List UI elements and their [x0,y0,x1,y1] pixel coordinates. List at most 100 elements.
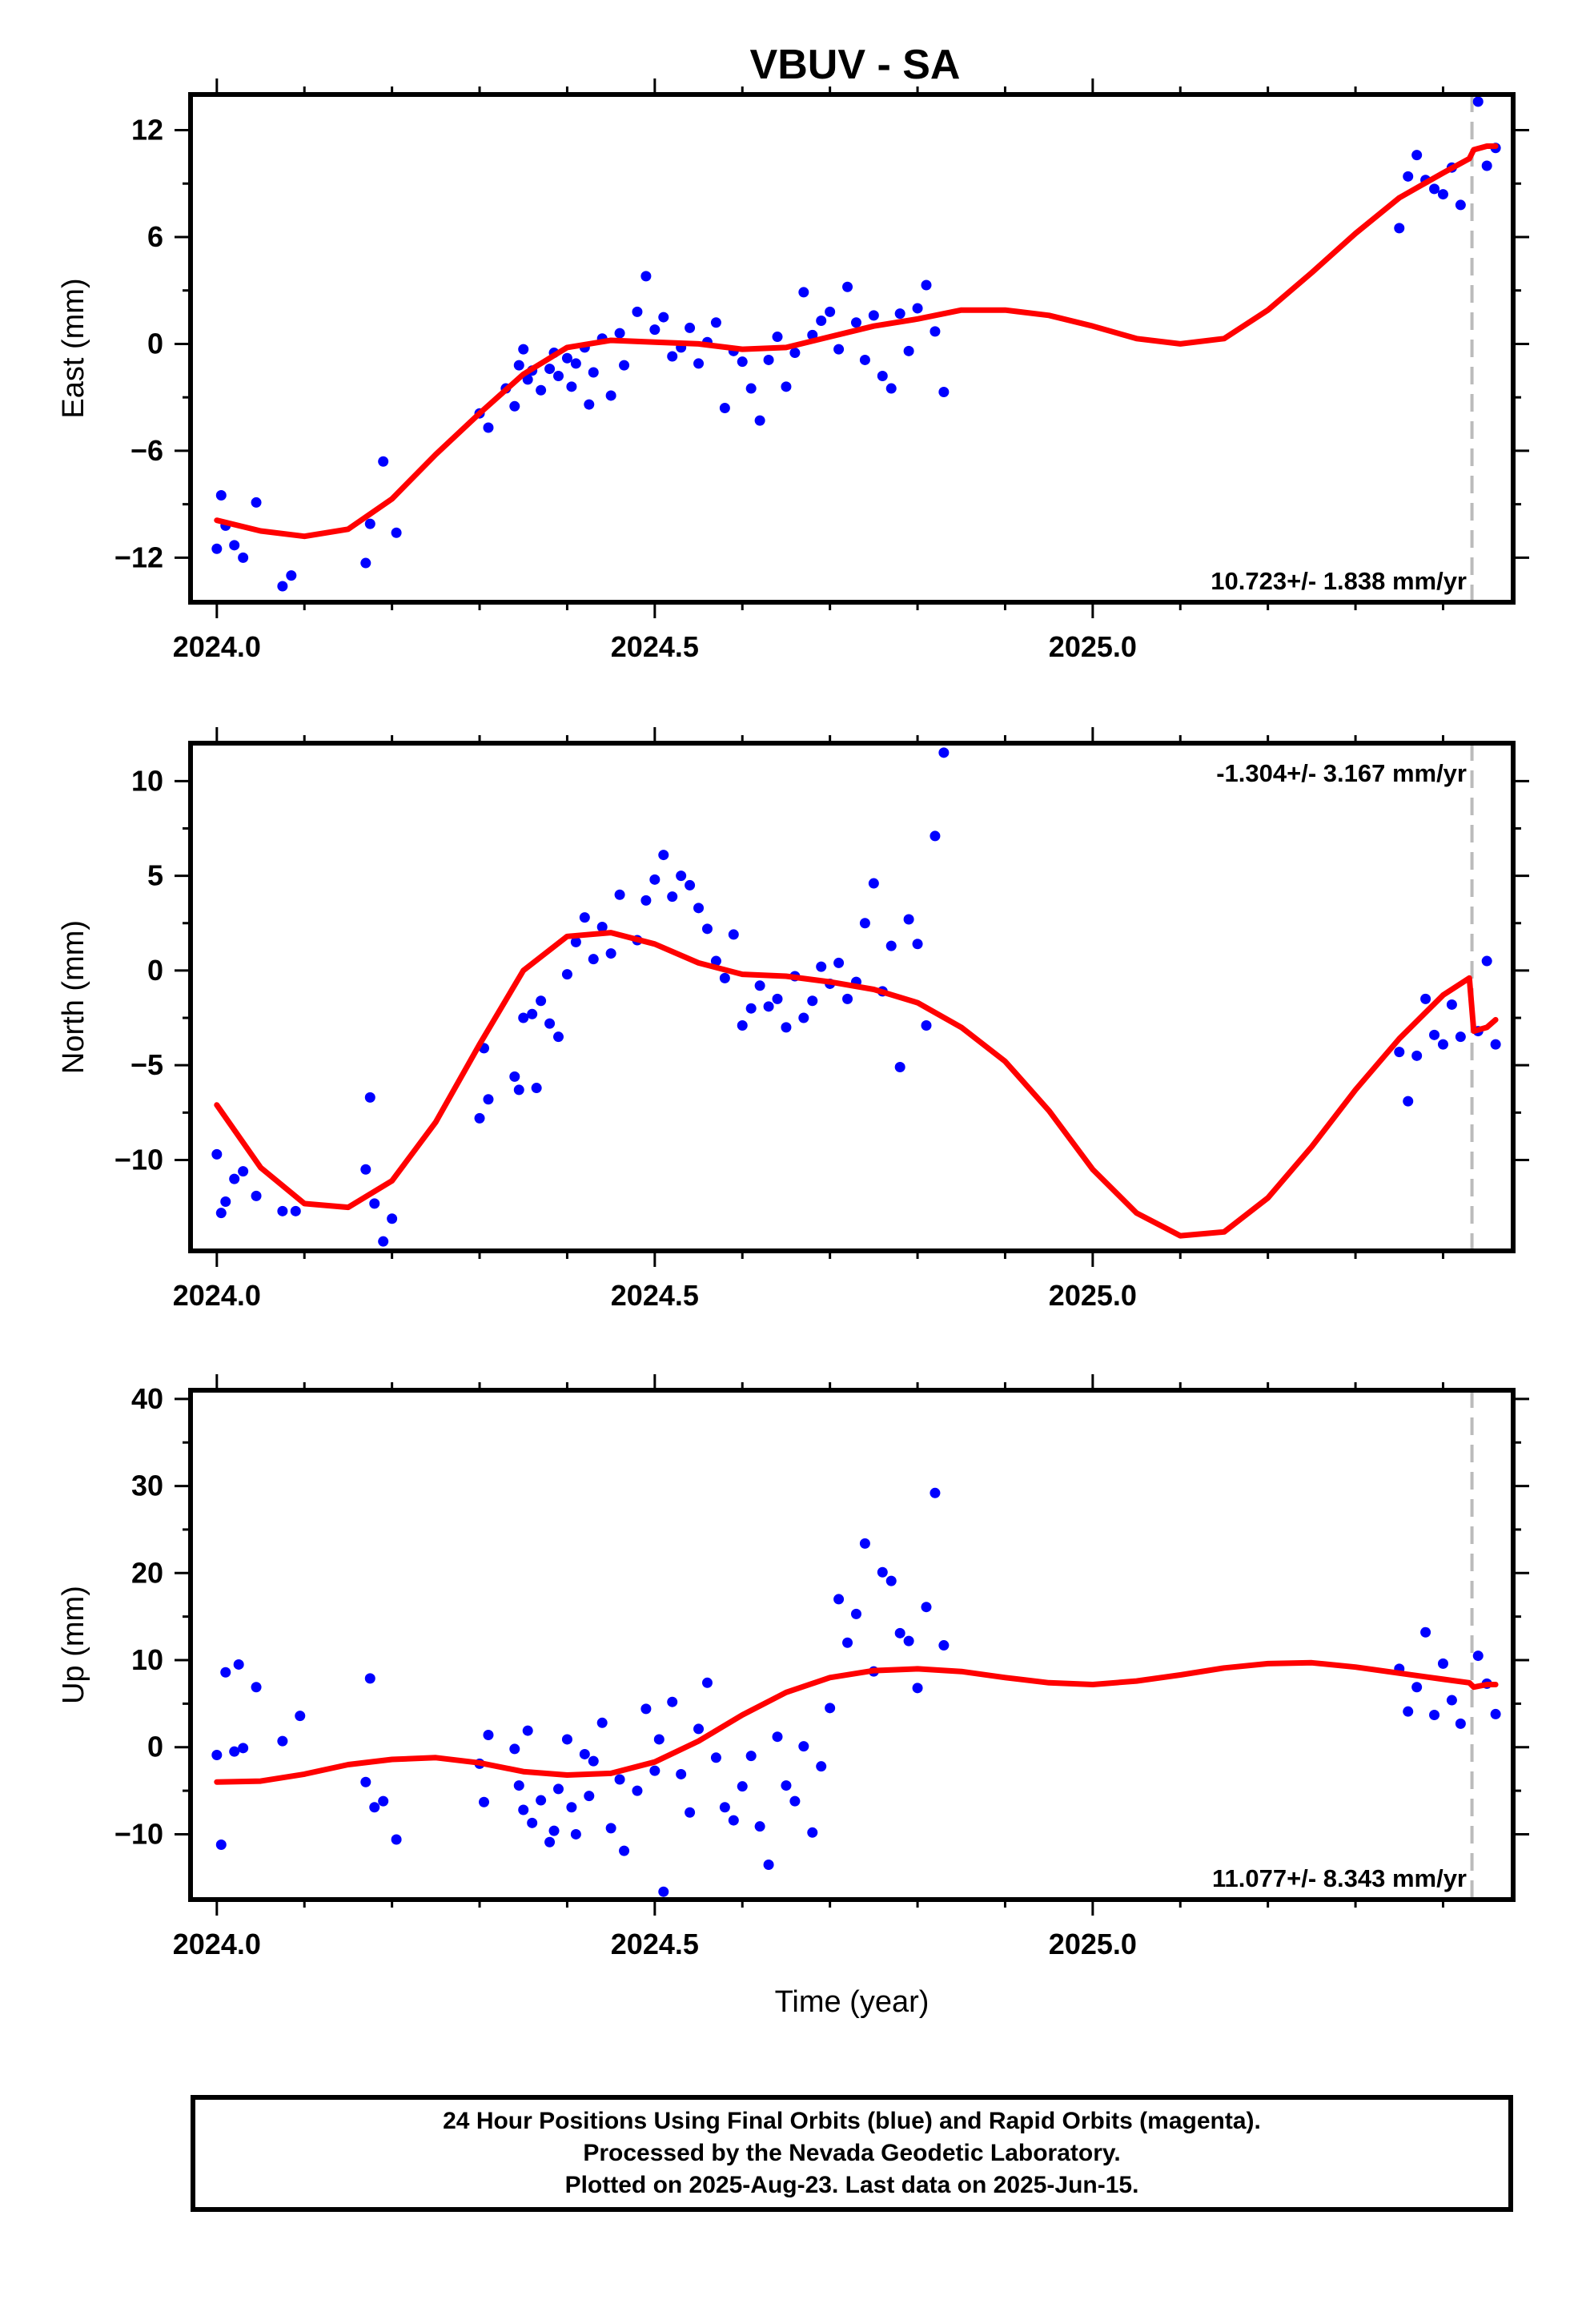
data-point [474,1112,485,1124]
data-point [1481,160,1492,171]
x-tick-label: 2024.5 [611,1928,699,1960]
panel-east: 2024.0 2024.5 2025.0 −12 −6 0 6 12 East (mm) 10.7… [57,78,1529,663]
data-point [1403,1706,1414,1717]
data-point [737,1019,748,1031]
plot-area [211,94,1501,602]
data-point [277,581,288,592]
data-point [1394,1047,1405,1058]
data-point [509,1743,520,1755]
data-point [912,939,923,950]
data-point [548,1825,560,1836]
data-point [290,1205,301,1216]
data-point [527,1008,538,1019]
data-point [378,1795,389,1807]
panel-up: 2024.0 2024.5 2025.0 −10 0 10 20 30 40 Up (mm) 11.… [57,1374,1529,1960]
y-tick-label: 0 [147,954,163,987]
data-point [251,1682,262,1693]
y-tick-label: 10 [131,764,163,797]
data-point [483,1094,494,1105]
data-point [850,317,861,328]
data-point [588,367,599,378]
data-point [877,1566,888,1578]
data-point [1403,1096,1414,1107]
data-point [215,490,227,501]
data-point [842,993,853,1004]
data-point [842,281,853,292]
data-point [833,957,845,968]
data-point [1446,1695,1457,1706]
data-point [728,1815,739,1826]
data-point [781,1780,792,1791]
data-point [754,1821,765,1832]
data-point [605,390,616,401]
data-point [584,1791,595,1802]
data-point [816,1761,827,1772]
y-tick-label: 0 [147,327,163,360]
data-point [584,399,595,410]
data-point [215,1839,227,1851]
data-point [1437,189,1448,200]
panel-north: 2024.0 2024.5 2025.0 −10 −5 0 5 10 North (mm) -1.… [57,727,1529,1312]
y-tick-label: 10 [131,1643,163,1676]
data-point [885,940,897,951]
data-point [509,1071,520,1082]
data-point [211,543,223,554]
data-point [614,328,625,339]
data-point [868,878,879,889]
data-point [789,348,801,359]
data-point [798,287,809,298]
data-point [364,518,375,529]
data-point [816,961,827,972]
data-point [850,1608,861,1619]
data-point [653,1734,665,1745]
data-point [619,360,630,371]
data-point [833,1594,845,1605]
data-point [364,1673,375,1684]
data-point [789,1795,801,1807]
data-point [719,972,730,983]
data-point [737,356,748,368]
footer-line-orbits: 24 Hour Positions Using Final Orbits (bl… [443,2108,1261,2134]
data-point [527,1817,538,1828]
y-tick-label: 40 [131,1382,163,1415]
data-point [570,936,581,947]
data-point [1394,223,1405,234]
data-point [667,1696,678,1707]
data-point [233,1659,244,1670]
data-point [710,1752,721,1763]
data-point [701,923,713,935]
data-point [570,1828,581,1839]
data-point [483,1730,494,1741]
y-tick-label: −12 [114,541,163,573]
data-point [1411,1682,1423,1693]
data-point [596,1717,608,1728]
data-point [251,1190,262,1201]
data-point [570,358,581,369]
velocity-rate-label: 11.077+/- 8.343 mm/yr [1212,1864,1467,1892]
data-point [566,381,577,392]
data-point [1429,1029,1440,1040]
data-point [676,1768,687,1779]
y-tick-label: 12 [131,113,163,146]
x-tick-label: 2024.0 [173,630,261,663]
data-point [693,903,705,914]
data-point [685,879,696,891]
data-point [378,1236,389,1247]
data-point [378,456,389,467]
data-point [859,1538,870,1549]
data-point [1481,955,1492,967]
data-point [1420,1626,1431,1638]
data-point [277,1735,288,1747]
plot-frame [188,1388,1516,1902]
data-point [579,912,590,923]
plot-frame [188,92,1516,605]
data-point [483,422,494,433]
y-axis-label: North (mm) [57,920,90,1074]
y-tick-label: −10 [114,1143,163,1176]
footer-line-processed: Processed by the Nevada Geodetic Laborat… [583,2140,1121,2166]
data-point [238,1166,249,1177]
data-point [728,929,739,940]
model-fit-line [214,143,1499,540]
data-point [676,870,687,882]
